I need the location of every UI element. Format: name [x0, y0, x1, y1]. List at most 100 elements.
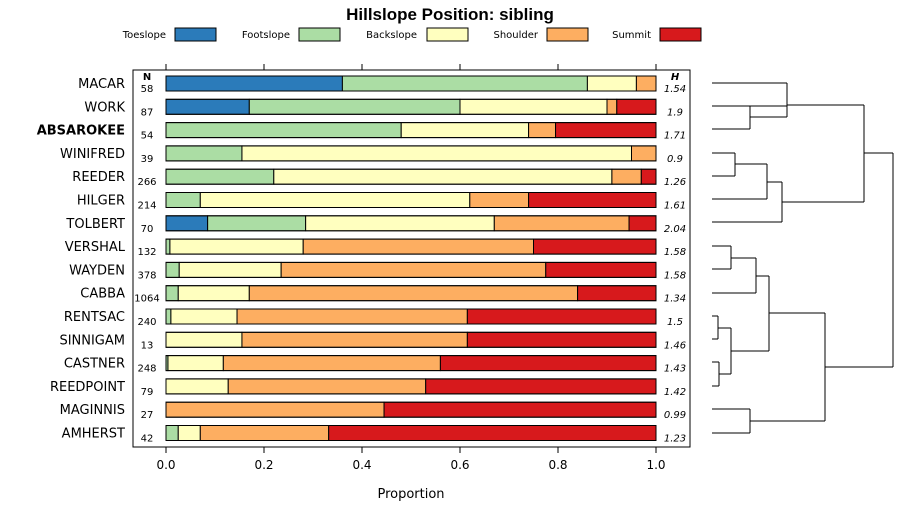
n-header: N — [143, 72, 151, 83]
legend-label-backslope: Backslope — [366, 30, 417, 41]
series-label-hilger: HILGER — [77, 194, 125, 209]
bar-amherst-footslope — [165, 425, 179, 441]
n-value-vershal: 132 — [137, 247, 156, 258]
bar-outline-vershal — [165, 238, 657, 255]
bar-outline-absarokee — [165, 122, 657, 139]
h-value-reeder: 1.26 — [664, 177, 686, 188]
bar-castner-shoulder — [222, 355, 441, 372]
bar-outline-rentsac — [165, 308, 657, 325]
h-value-absarokee: 1.71 — [664, 131, 686, 142]
legend-label-footslope: Footslope — [242, 30, 290, 41]
bar-amherst-summit — [328, 425, 657, 441]
series-label-absarokee: ABSAROKEE — [37, 124, 125, 139]
bar-reeder-backslope — [273, 168, 613, 185]
dendrogram — [712, 82, 894, 434]
bar-vershal-footslope — [165, 238, 171, 255]
bar-rentsac-shoulder — [236, 308, 468, 325]
n-value-macar: 58 — [141, 84, 154, 95]
bar-absarokee-summit — [555, 122, 657, 139]
h-value-tolbert: 2.04 — [664, 224, 686, 235]
series-label-winifred: WINIFRED — [60, 147, 125, 162]
h-value-amherst: 1.23 — [664, 434, 686, 445]
bar-winifred-shoulder — [631, 145, 657, 162]
chart-title: Hillslope Position: sibling — [346, 5, 554, 24]
bar-outline-hilger — [165, 192, 657, 208]
n-value-wayden: 378 — [137, 270, 156, 281]
bar-hilger-shoulder — [469, 192, 530, 208]
bar-outline-cabba — [165, 285, 657, 302]
n-value-tolbert: 70 — [141, 224, 154, 235]
series-label-cabba: CABBA — [80, 287, 125, 302]
bar-reedpoint-shoulder — [227, 378, 427, 395]
n-value-reedpoint: 79 — [141, 387, 154, 398]
h-value-winifred: 0.9 — [667, 154, 683, 165]
h-value-reedpoint: 1.42 — [664, 387, 686, 398]
bar-outline-reedpoint — [165, 378, 657, 395]
dendro-link — [712, 315, 719, 340]
bar-cabba-shoulder — [248, 285, 579, 302]
h-value-work: 1.9 — [667, 107, 683, 118]
series-label-maginnis: MAGINNIS — [60, 403, 125, 418]
dendro-link — [712, 361, 720, 387]
x-axis: 0.0 0.2 0.4 0.6 0.8 1.0 — [156, 64, 666, 472]
bar-outline-amherst — [165, 425, 657, 441]
bar-work-toeslope — [165, 98, 250, 115]
series-label-vershal: VERSHAL — [65, 240, 126, 255]
bar-absarokee-backslope — [400, 122, 530, 139]
dendro-link — [782, 104, 865, 203]
dendro-link — [712, 181, 783, 223]
series-label-work: WORK — [84, 100, 125, 115]
h-value-rentsac: 1.5 — [667, 317, 683, 328]
bar-vershal-backslope — [169, 238, 304, 255]
legend-label-summit: Summit — [612, 30, 651, 41]
h-value-hilger: 1.61 — [664, 201, 686, 212]
legend-label-toeslope: Toeslope — [122, 30, 166, 41]
series-label-castner: CASTNER — [64, 357, 125, 372]
bar-work-backslope — [459, 98, 608, 115]
n-value-hilger: 214 — [137, 201, 156, 212]
series-label-reedpoint: REEDPOINT — [50, 380, 125, 395]
bar-absarokee-footslope — [165, 122, 402, 139]
dendro-link — [712, 105, 751, 130]
dendro-link — [718, 327, 732, 375]
bar-amherst-backslope — [177, 425, 201, 441]
plot-frame — [132, 69, 691, 448]
bar-sinnigam-summit — [466, 331, 657, 348]
bar-tolbert-backslope — [305, 215, 495, 232]
legend-swatch-shoulder — [546, 27, 589, 42]
bar-castner-backslope — [167, 355, 224, 372]
bar-macar-footslope — [341, 75, 588, 92]
x-tick-label: 0.4 — [352, 458, 371, 472]
dendro-link — [712, 163, 768, 200]
dendro-link — [712, 257, 757, 294]
bar-tolbert-summit — [628, 215, 657, 232]
bar-outline-sinnigam — [165, 331, 657, 348]
bar-winifred-backslope — [241, 145, 632, 162]
bar-reedpoint-summit — [425, 378, 657, 395]
bar-outline-maginnis — [165, 401, 657, 418]
bar-sinnigam-backslope — [165, 331, 243, 348]
n-value-work: 87 — [141, 107, 154, 118]
bar-winifred-footslope — [165, 145, 243, 162]
bar-tolbert-shoulder — [493, 215, 630, 232]
bar-outline-winifred — [165, 145, 657, 162]
bar-rentsac-footslope — [165, 308, 172, 325]
legend-swatch-footslope — [298, 27, 341, 42]
n-value-cabba: 1064 — [134, 294, 159, 305]
bar-vershal-summit — [533, 238, 657, 255]
bar-work-footslope — [248, 98, 461, 115]
bar-reeder-footslope — [165, 168, 275, 185]
bar-wayden-footslope — [165, 261, 180, 278]
bar-work-shoulder — [606, 98, 618, 115]
x-tick-label: 0.2 — [254, 458, 273, 472]
bar-reeder-summit — [640, 168, 657, 185]
x-tick-label: 1.0 — [646, 458, 665, 472]
n-value-rentsac: 240 — [137, 317, 156, 328]
bar-cabba-summit — [577, 285, 657, 302]
legend-swatch-backslope — [426, 27, 469, 42]
legend: Toeslope Footslope Backslope Shoulder Summit — [122, 27, 702, 42]
bar-tolbert-toeslope — [165, 215, 209, 232]
bar-macar-shoulder — [635, 75, 657, 92]
dendro-link — [731, 275, 770, 352]
